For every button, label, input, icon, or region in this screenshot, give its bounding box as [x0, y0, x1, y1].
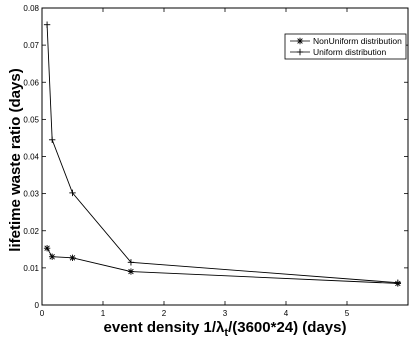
- data-point: [43, 21, 51, 28]
- legend-label-uniform: Uniform distribution: [313, 47, 386, 57]
- x-axis-label-prefix: event density 1/λ: [104, 319, 226, 336]
- y-tick-label: 0.06: [23, 78, 39, 87]
- x-tick-label: 4: [284, 309, 289, 318]
- y-tick-label: 0.04: [23, 153, 39, 162]
- y-tick-label: 0.03: [23, 190, 39, 199]
- legend-marker-uniform: [296, 48, 304, 56]
- x-axis-label-suffix: /(3600*24) (days): [228, 319, 346, 336]
- y-tick-label: 0.02: [23, 227, 39, 236]
- x-tick-label: 1: [101, 309, 106, 318]
- data-point: [48, 253, 56, 260]
- series-layer: [43, 21, 402, 287]
- axis-ticks: 0 1 2 3 4 5 0 0.01 0.02 0.03 0.04 0.05 0.06 0.07 0.08: [23, 4, 408, 318]
- y-tick-label: 0.08: [23, 4, 39, 13]
- y-tick-label: 0.07: [23, 41, 39, 50]
- data-point: [48, 136, 56, 143]
- x-axis-label: event density 1/λt/(3600*24) (days): [104, 319, 347, 339]
- data-point: [43, 244, 51, 252]
- data-point: [69, 254, 76, 262]
- y-tick-label: 0.05: [23, 115, 39, 124]
- legend-label-nonuniform: NonUniform distribution: [313, 36, 402, 46]
- data-point: [127, 259, 135, 266]
- x-axis-label-subscript: t: [224, 327, 228, 339]
- x-tick-label: 5: [345, 309, 350, 318]
- y-axis-label: lifetime waste ratio (days): [7, 68, 24, 251]
- legend-box: [284, 33, 407, 60]
- legend-marker-symbol: [296, 37, 304, 45]
- legend-marker-nonuniform: [296, 37, 304, 45]
- legend-marker-symbol: [296, 48, 304, 56]
- data-point: [127, 268, 135, 275]
- x-tick-label: 3: [223, 309, 228, 318]
- x-tick-label: 0: [40, 309, 45, 318]
- legend: NonUniform distribution Uniform distribu…: [284, 33, 407, 60]
- y-tick-label: 0: [35, 301, 40, 310]
- data-point: [69, 189, 76, 197]
- y-tick-label: 0.01: [23, 264, 39, 273]
- data-point: [394, 279, 402, 286]
- x-tick-label: 2: [162, 309, 167, 318]
